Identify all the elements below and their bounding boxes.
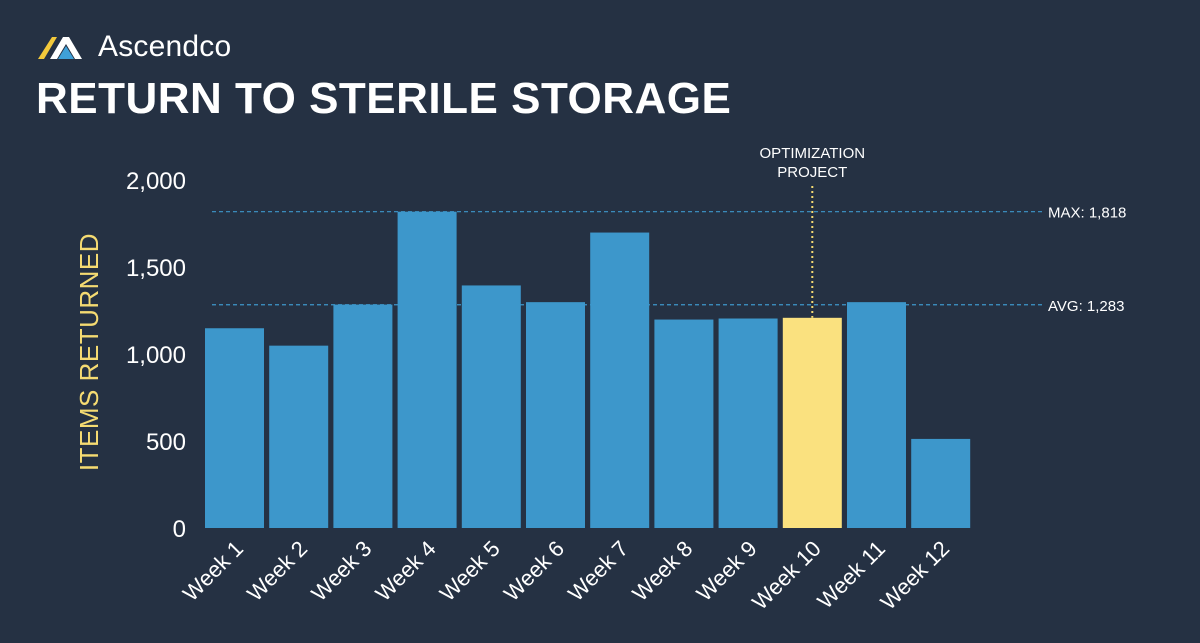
y-tick-label: 500 xyxy=(146,429,186,456)
bar-week-7 xyxy=(590,232,650,528)
y-tick-label: 2,000 xyxy=(126,168,186,195)
x-tick-label: Week 6 xyxy=(499,536,569,606)
annotation: OPTIMIZATION PROJECT xyxy=(760,145,866,318)
x-tick-label: Week 10 xyxy=(747,536,826,615)
reference-line-label: AVG: 1,283 xyxy=(1048,298,1124,315)
bar-week-1 xyxy=(205,328,264,528)
bar-week-10 xyxy=(782,317,842,528)
x-tick-label: Week 4 xyxy=(370,536,440,606)
x-tick-label: Week 11 xyxy=(812,536,890,614)
annotation-label: OPTIMIZATION xyxy=(760,145,866,162)
x-tick-label: Week 3 xyxy=(306,536,376,606)
reference-line-label: MAX: 1,818 xyxy=(1048,205,1126,222)
annotation-label: PROJECT xyxy=(777,164,847,181)
y-tick-label: 1,500 xyxy=(126,255,186,282)
bar-week-8 xyxy=(654,319,714,528)
x-tick-label: Week 1 xyxy=(178,536,248,606)
reference-lines: MAX: 1,818 AVG: 1,283 xyxy=(212,205,1126,315)
chart-title: RETURN TO STERILE STORAGE xyxy=(36,74,732,123)
bar-week-4 xyxy=(397,211,457,528)
bars xyxy=(205,211,971,528)
y-axis-label: ITEMS RETURNED xyxy=(74,233,104,471)
bar-week-11 xyxy=(847,302,906,528)
brand: Ascendco xyxy=(38,30,231,64)
bar-week-2 xyxy=(269,345,329,528)
x-tick-label: Week 7 xyxy=(563,536,633,606)
bar-week-12 xyxy=(911,438,971,528)
ascendco-logo-icon xyxy=(38,37,82,59)
x-tick-label: Week 12 xyxy=(875,536,954,615)
x-tick-label: Week 5 xyxy=(435,536,505,606)
x-tick-label: Week 2 xyxy=(242,536,312,606)
y-tick-label: 1,000 xyxy=(126,342,186,369)
bar-week-5 xyxy=(461,285,521,528)
y-axis-ticks: 0 500 1,000 1,500 2,000 xyxy=(126,168,186,543)
bar-week-9 xyxy=(718,318,778,528)
brand-name: Ascendco xyxy=(98,30,232,63)
y-tick-label: 0 xyxy=(173,516,186,543)
x-tick-label: Week 8 xyxy=(627,536,697,606)
bar-week-6 xyxy=(526,302,585,528)
bar-week-3 xyxy=(333,304,393,528)
